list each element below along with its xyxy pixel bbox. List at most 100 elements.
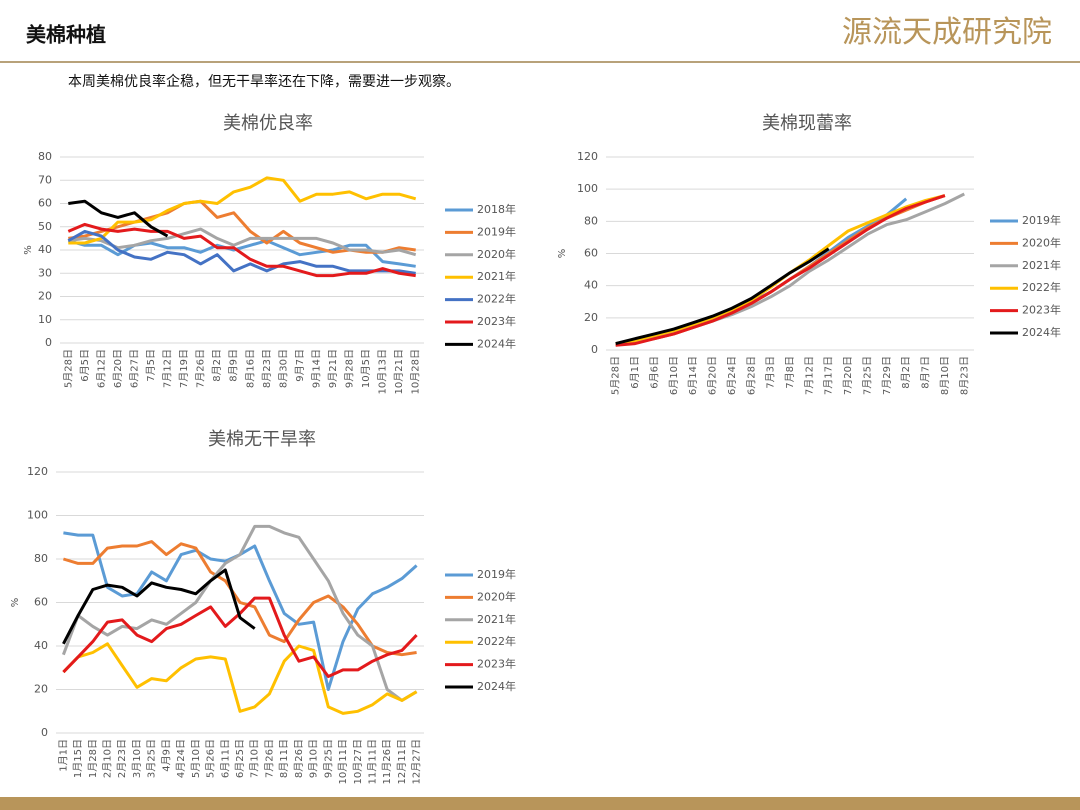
legend-label: 2023年 bbox=[1022, 303, 1061, 317]
x-tick-label: 6月27日 bbox=[128, 349, 140, 388]
legend-label: 2020年 bbox=[477, 589, 516, 603]
x-tick-label: 7月26日 bbox=[195, 349, 207, 388]
legend-label: 2021年 bbox=[477, 269, 516, 283]
x-tick-label: 8月10日 bbox=[939, 356, 951, 395]
y-tick-label: 10 bbox=[38, 313, 52, 326]
legend-label: 2019年 bbox=[1022, 213, 1061, 227]
y-tick-label: 60 bbox=[584, 247, 598, 260]
series-line bbox=[615, 247, 830, 346]
legend-label: 2021年 bbox=[1022, 258, 1061, 272]
x-tick-label: 2月23日 bbox=[116, 739, 128, 778]
x-tick-label: 5月28日 bbox=[62, 349, 74, 388]
series-line bbox=[615, 197, 908, 347]
chart-title: 美棉无干旱率 bbox=[208, 429, 316, 450]
x-tick-label: 8月11日 bbox=[278, 739, 290, 778]
x-tick-label: 6月12日 bbox=[95, 349, 107, 388]
series-line bbox=[615, 194, 946, 346]
x-tick-label: 5月10日 bbox=[190, 739, 202, 778]
legend-label: 2020年 bbox=[477, 247, 516, 261]
series-line bbox=[62, 642, 418, 715]
x-tick-label: 8月2日 bbox=[211, 349, 223, 382]
x-tick-label: 2月10日 bbox=[102, 739, 114, 778]
slide-title: 美棉种植 bbox=[26, 23, 106, 47]
legend-label: 2023年 bbox=[477, 657, 516, 671]
x-tick-label: 6月20日 bbox=[112, 349, 124, 388]
series-line bbox=[615, 194, 946, 347]
series-line bbox=[68, 199, 169, 238]
legend-label: 2024年 bbox=[477, 679, 516, 693]
series-line bbox=[67, 222, 416, 278]
x-tick-label: 8月23日 bbox=[261, 349, 273, 388]
y-tick-label: 80 bbox=[584, 214, 598, 227]
legend-label: 2024年 bbox=[477, 336, 516, 350]
y-tick-label: 40 bbox=[34, 639, 48, 652]
x-tick-label: 5月28日 bbox=[610, 356, 622, 395]
y-tick-label: 100 bbox=[577, 182, 598, 195]
y-tick-label: 60 bbox=[34, 596, 48, 609]
y-tick-label: 100 bbox=[27, 509, 48, 522]
x-tick-label: 3月25日 bbox=[146, 739, 158, 778]
chart-title: 美棉现蕾率 bbox=[762, 113, 852, 134]
x-tick-label: 8月2日 bbox=[900, 356, 912, 389]
x-tick-label: 7月10日 bbox=[249, 739, 261, 778]
y-tick-label: 50 bbox=[38, 220, 52, 233]
y-tick-label: 60 bbox=[38, 197, 52, 210]
x-tick-label: 8月23日 bbox=[958, 356, 970, 395]
y-tick-label: 30 bbox=[38, 266, 52, 279]
legend-label: 2019年 bbox=[477, 567, 516, 581]
y-tick-label: 80 bbox=[34, 552, 48, 565]
y-tick-label: 0 bbox=[591, 343, 598, 356]
y-tick-label: 120 bbox=[577, 150, 598, 163]
x-tick-label: 6月11日 bbox=[219, 739, 231, 778]
x-tick-label: 10月11日 bbox=[337, 739, 349, 784]
x-tick-label: 6月5日 bbox=[79, 349, 91, 382]
x-tick-label: 7月25日 bbox=[861, 356, 873, 395]
series-line bbox=[615, 194, 946, 347]
legend-label: 2020年 bbox=[1022, 235, 1061, 249]
footer-bar bbox=[0, 797, 1080, 810]
y-tick-label: 120 bbox=[27, 465, 48, 478]
x-tick-label: 1月1日 bbox=[57, 739, 69, 772]
x-tick-label: 6月25日 bbox=[234, 739, 246, 778]
x-tick-label: 9月14日 bbox=[310, 349, 322, 388]
x-tick-label: 8月26日 bbox=[293, 739, 305, 778]
series-line bbox=[62, 540, 417, 657]
y-tick-label: 40 bbox=[584, 279, 598, 292]
x-tick-label: 9月21日 bbox=[327, 349, 339, 388]
y-tick-label: 40 bbox=[38, 243, 52, 256]
x-tick-label: 11月11日 bbox=[366, 739, 378, 784]
legend-label: 2021年 bbox=[477, 612, 516, 626]
x-tick-label: 8月30日 bbox=[277, 349, 289, 388]
x-tick-label: 12月11日 bbox=[396, 739, 408, 784]
x-tick-label: 10月27日 bbox=[352, 739, 364, 784]
x-tick-label: 12月27日 bbox=[411, 739, 423, 784]
y-tick-label: 80 bbox=[38, 150, 52, 163]
x-tick-label: 4月24日 bbox=[175, 739, 187, 778]
y-axis-label: % bbox=[557, 249, 568, 259]
legend-label: 2018年 bbox=[477, 202, 516, 216]
x-tick-label: 7月17日 bbox=[823, 356, 835, 395]
x-tick-label: 9月10日 bbox=[308, 739, 320, 778]
y-axis-label: % bbox=[23, 245, 34, 255]
legend-label: 2023年 bbox=[477, 314, 516, 328]
x-tick-label: 7月26日 bbox=[263, 739, 275, 778]
x-tick-label: 6月1日 bbox=[629, 356, 641, 389]
series-line bbox=[68, 227, 417, 257]
series-line bbox=[68, 176, 417, 245]
x-tick-label: 4月9日 bbox=[160, 739, 172, 772]
x-tick-label: 1月15日 bbox=[72, 739, 84, 778]
legend-label: 2022年 bbox=[1022, 280, 1061, 294]
series-line bbox=[615, 192, 965, 346]
series-line bbox=[67, 229, 416, 275]
series-line bbox=[62, 596, 418, 678]
x-tick-label: 6月28日 bbox=[745, 356, 757, 395]
series-line bbox=[67, 239, 416, 268]
x-tick-label: 7月12日 bbox=[803, 356, 815, 395]
series-line bbox=[62, 568, 256, 645]
x-tick-label: 10月5日 bbox=[360, 349, 372, 388]
legend-label: 2022年 bbox=[477, 634, 516, 648]
x-tick-label: 8月16日 bbox=[244, 349, 256, 388]
chart-title: 美棉优良率 bbox=[223, 113, 313, 134]
x-tick-label: 10月28日 bbox=[410, 349, 422, 394]
